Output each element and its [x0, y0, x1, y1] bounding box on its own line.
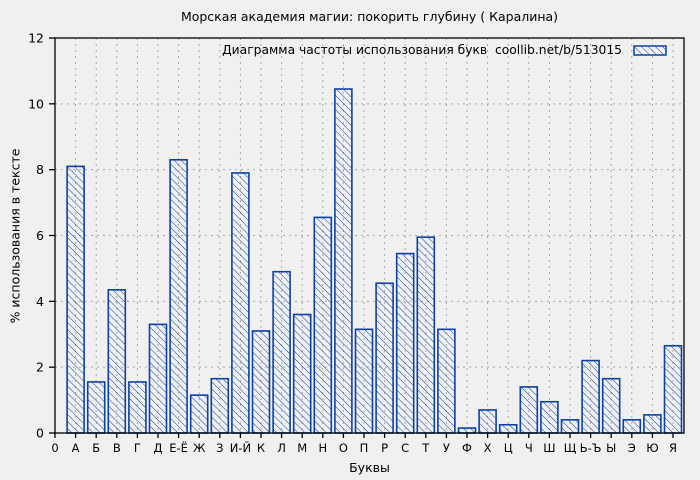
bar-Б: [86, 381, 106, 434]
bar-Щ: [560, 419, 580, 434]
bar-М: [292, 313, 312, 434]
bar-Р: [375, 282, 394, 434]
x-tick-label: Ю: [646, 441, 658, 455]
x-tick-label: К: [257, 441, 265, 455]
bar-П: [354, 328, 374, 434]
y-tick-label: 2: [36, 360, 44, 375]
bar-Х: [478, 409, 497, 434]
bar-У: [437, 328, 456, 434]
x-tick-label: Ф: [462, 441, 472, 455]
bar-З: [210, 377, 230, 434]
x-tick-label: З: [216, 441, 223, 455]
x-tick-label: Б: [92, 441, 100, 455]
bar-Г: [128, 381, 147, 434]
x-tick-label: А: [72, 441, 80, 455]
x-tick-label: Я: [669, 441, 677, 455]
y-tick-label: 4: [36, 294, 44, 309]
x-tick-label: Э: [628, 441, 636, 455]
x-tick-label: С: [401, 441, 409, 455]
bar-Д: [148, 323, 168, 434]
x-tick-label: Р: [381, 441, 388, 455]
bar-Л: [272, 270, 291, 434]
x-tick-label: Н: [318, 441, 327, 455]
x-tick-label: Ч: [525, 441, 533, 455]
x-tick-label: В: [113, 441, 121, 455]
x-tick-label: У: [443, 441, 450, 455]
bar-А: [66, 165, 85, 434]
chart-title: Морская академия магии: покорить глубину…: [180, 9, 559, 24]
bar-Т: [416, 236, 436, 434]
bar-Ы: [601, 377, 621, 434]
y-tick-label: 12: [28, 31, 44, 46]
y-axis-title: % использования в тексте: [7, 148, 23, 324]
bar-Ч: [519, 386, 539, 434]
bar-Н: [313, 216, 333, 434]
y-tick-label: 6: [36, 228, 44, 243]
x-tick-label: Щ: [564, 441, 577, 455]
x-tick-label: Ш: [543, 441, 555, 455]
bar-Э: [622, 419, 642, 434]
bar-Ь-Ъ: [581, 359, 600, 434]
legend-label: Диаграмма частоты использования букв coo…: [222, 43, 622, 57]
bar-К: [251, 330, 271, 434]
x-tick-label: Л: [277, 441, 286, 455]
bar-Ц: [498, 423, 518, 434]
bar-С: [395, 252, 415, 434]
y-tick-label: 10: [28, 96, 44, 111]
bar-Ж: [189, 394, 209, 434]
x-tick-label: И-Й: [230, 440, 251, 455]
x-tick-label: Ц: [504, 441, 513, 455]
x-tick-label: Ы: [606, 441, 616, 455]
x-tick-label: Г: [134, 441, 141, 455]
legend-hatch-swatch-icon: [633, 44, 667, 56]
bar-В: [107, 289, 127, 434]
bar-И-Й: [231, 172, 250, 434]
y-tick-label: 8: [36, 162, 44, 177]
x-tick-label: Х: [484, 441, 492, 455]
x-tick-label: П: [360, 441, 369, 455]
x-axis-title: Буквы: [349, 460, 390, 475]
bar-Е-Ё: [169, 158, 188, 434]
bar-Ф: [457, 427, 477, 434]
bar-О: [334, 88, 353, 434]
x-tick-label: Т: [421, 441, 430, 455]
x-tick-label: Д: [154, 441, 163, 455]
bar-Ш: [540, 400, 559, 434]
legend: Диаграмма частоты использования букв coo…: [222, 43, 667, 57]
bar-Ю: [643, 414, 662, 434]
x-tick-label: Ь-Ъ: [580, 441, 602, 455]
x-tick-label: Е-Ё: [169, 440, 188, 455]
x-tick-label: Ж: [193, 441, 206, 455]
x-tick-label: О: [339, 441, 348, 455]
y-tick-label: 0: [36, 426, 44, 441]
x-tick-label: 0: [51, 441, 58, 455]
bar-Я: [663, 344, 683, 434]
x-tick-label: М: [297, 441, 307, 455]
